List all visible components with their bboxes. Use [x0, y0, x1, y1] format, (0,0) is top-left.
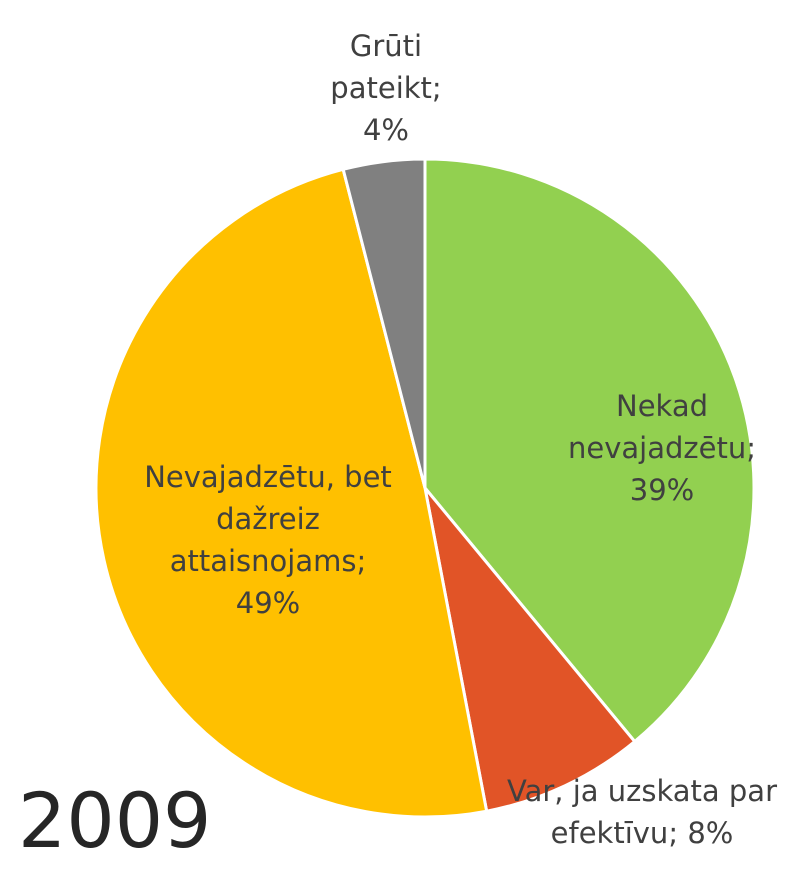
pie-slice: [341, 157, 427, 489]
pie-slice: [94, 167, 489, 819]
chart-title: 2009: [18, 776, 212, 865]
slice-label: Nevajadzētu, bet dažreiz attaisnojams; 4…: [143, 456, 393, 624]
slice-label: Nekad nevajadzētu; 39%: [557, 385, 767, 511]
value-label: 8%: [687, 816, 734, 850]
value-label: 39%: [629, 473, 695, 507]
category-label: Nevajadzētu, bet dažreiz attaisnojams: [144, 460, 392, 578]
label-separator: ;: [431, 71, 442, 105]
value-label: 4%: [362, 113, 409, 147]
value-label: 49%: [235, 586, 301, 620]
pie-slice: [423, 157, 756, 744]
category-label: Grūti pateikt: [330, 29, 432, 105]
label-separator: ;: [668, 816, 679, 850]
slice-label: Grūti pateikt; 4%: [316, 25, 456, 151]
label-separator: ;: [356, 544, 367, 578]
category-label: Nekad nevajadzētu: [568, 389, 747, 465]
slice-label: Var, ja uzskata par efektīvu; 8%: [477, 770, 807, 854]
label-separator: ;: [746, 431, 756, 465]
pie-slice: [423, 487, 637, 813]
category-label: Var, ja uzskata par efektīvu: [507, 774, 777, 850]
